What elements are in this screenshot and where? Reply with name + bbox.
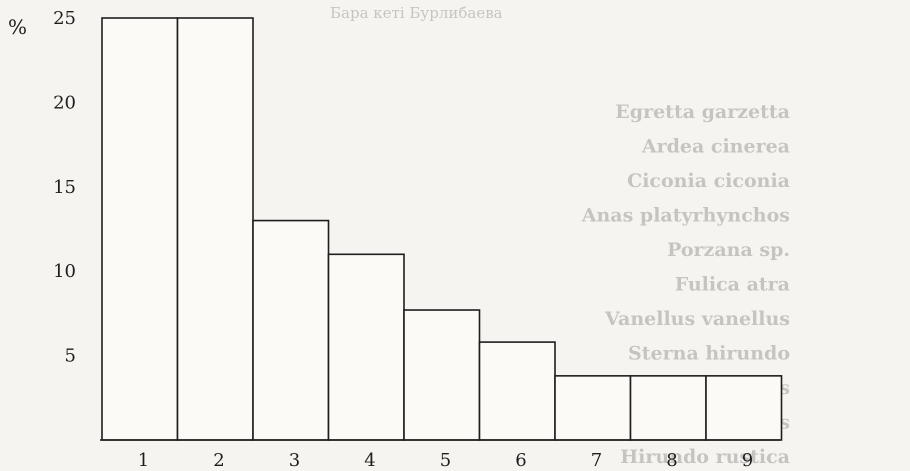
- y-axis-ticks: 5 10 15 20 25: [53, 8, 76, 367]
- bar-2: [176, 17, 254, 441]
- species-name: Sterna hirundo: [628, 343, 790, 365]
- species-name: Ciconia ciconia: [627, 170, 790, 192]
- bar-7: [554, 375, 632, 441]
- y-tick-label: 10: [53, 261, 76, 282]
- bar-6: [478, 341, 556, 441]
- bars: [101, 17, 783, 441]
- species-name: Egretta garzetta: [615, 101, 790, 123]
- y-tick-label: 20: [53, 92, 76, 113]
- header-fragment: Бара кеті Бурлибаева: [330, 4, 503, 22]
- bar-8: [629, 375, 707, 441]
- x-tick-label: 5: [440, 450, 451, 471]
- bar-5: [403, 309, 481, 441]
- bar-3: [252, 219, 330, 441]
- species-name: Fulica atra: [675, 274, 790, 296]
- bar-4: [327, 253, 405, 441]
- species-name: Hirundo rustica: [620, 446, 790, 468]
- y-tick-label: 5: [65, 346, 76, 367]
- x-tick-label: 7: [591, 450, 602, 471]
- species-name: Vanellus vanellus: [604, 308, 790, 330]
- y-tick-label: 15: [53, 177, 76, 198]
- x-tick-label: 3: [289, 450, 300, 471]
- bar-1: [101, 17, 179, 441]
- x-tick-label: 1: [138, 450, 149, 471]
- bar-9: [705, 375, 783, 441]
- x-tick-label: 6: [515, 450, 526, 471]
- y-axis-unit-label: %: [8, 15, 27, 39]
- x-tick-label: 2: [213, 450, 224, 471]
- x-axis-ticks: 1 2 3 4 5 6 7 8 9: [138, 450, 753, 471]
- species-name: Porzana sp.: [667, 239, 790, 261]
- species-name: Ardea cinerea: [641, 136, 790, 158]
- species-name: Anas platyrhynchos: [581, 205, 790, 227]
- bar-chart: % 5 10 15 20 25 1 2 3 4 5 6 7 8 9: [8, 8, 783, 471]
- x-tick-label: 9: [742, 450, 753, 471]
- x-tick-label: 4: [364, 450, 375, 471]
- x-tick-label: 8: [666, 450, 677, 471]
- y-tick-label: 25: [53, 8, 76, 29]
